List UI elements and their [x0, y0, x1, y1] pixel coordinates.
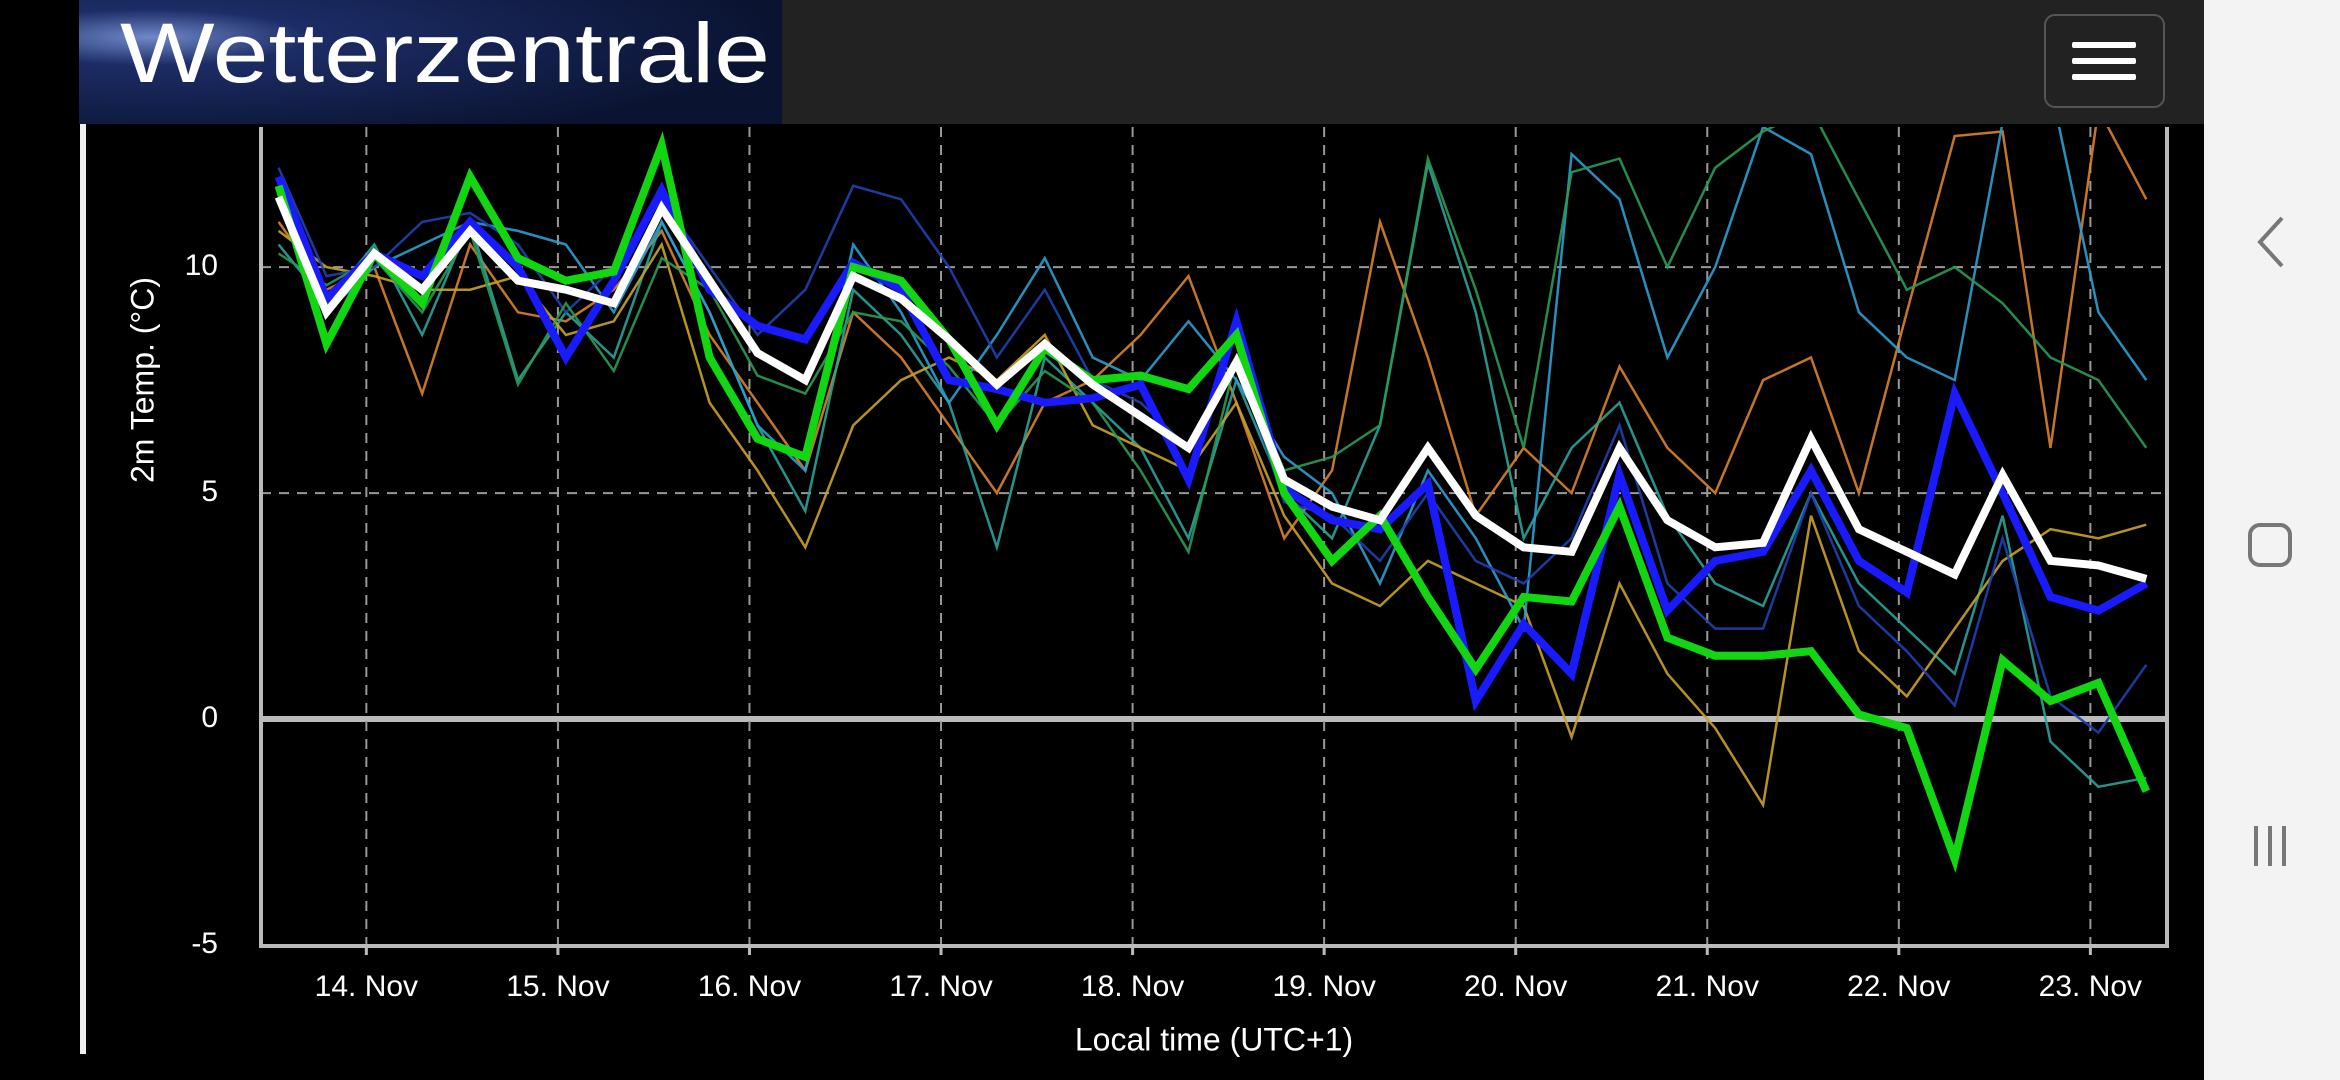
nav-back[interactable] — [2257, 216, 2284, 268]
highlight-line — [274, 195, 2148, 583]
member-line — [277, 229, 2147, 809]
member-line — [277, 127, 2148, 556]
nav-bar — [2204, 0, 2340, 1080]
x-tick-label: 23. Nov — [2039, 970, 2142, 1003]
x-axis-title: Local time (UTC+1) — [1075, 1021, 1353, 1057]
nav-home[interactable] — [2248, 523, 2292, 567]
menu-line — [2072, 58, 2136, 64]
axes — [259, 127, 2169, 948]
logo-text: Wetterzentrale — [120, 6, 770, 100]
x-tick-label: 22. Nov — [1847, 970, 1950, 1003]
y-tick-label: 0 — [201, 701, 218, 734]
y-tick-label: 5 — [201, 475, 218, 508]
frame-edge — [80, 124, 86, 1054]
x-tick-label: 18. Nov — [1081, 970, 1184, 1003]
menu-line — [2072, 42, 2136, 48]
x-tick-label: 19. Nov — [1272, 970, 1375, 1003]
grid: -5 0 5 10 14. Nov 15. Nov 16. Nov 17. Nov 18. No… — [185, 127, 2167, 1003]
x-tick-label: 14. Nov — [315, 970, 418, 1003]
menu-button[interactable] — [2044, 14, 2165, 108]
highlight-line — [274, 131, 2150, 873]
y-tick-label: 10 — [185, 249, 218, 282]
x-tick-label: 20. Nov — [1464, 970, 1567, 1003]
menu-line — [2072, 74, 2136, 80]
x-tick-label: 15. Nov — [506, 970, 609, 1003]
x-tick-label: 16. Nov — [698, 970, 801, 1003]
y-axis-title: 2m Temp. (°C) — [124, 277, 160, 483]
logo[interactable] — [79, 0, 782, 124]
nav-recents[interactable] — [2254, 826, 2286, 866]
member-line — [277, 127, 2148, 541]
x-tick-label: 21. Nov — [1656, 970, 1759, 1003]
x-tick-label: 17. Nov — [889, 970, 992, 1003]
lines — [274, 127, 2150, 873]
y-tick-label: -5 — [191, 927, 218, 960]
